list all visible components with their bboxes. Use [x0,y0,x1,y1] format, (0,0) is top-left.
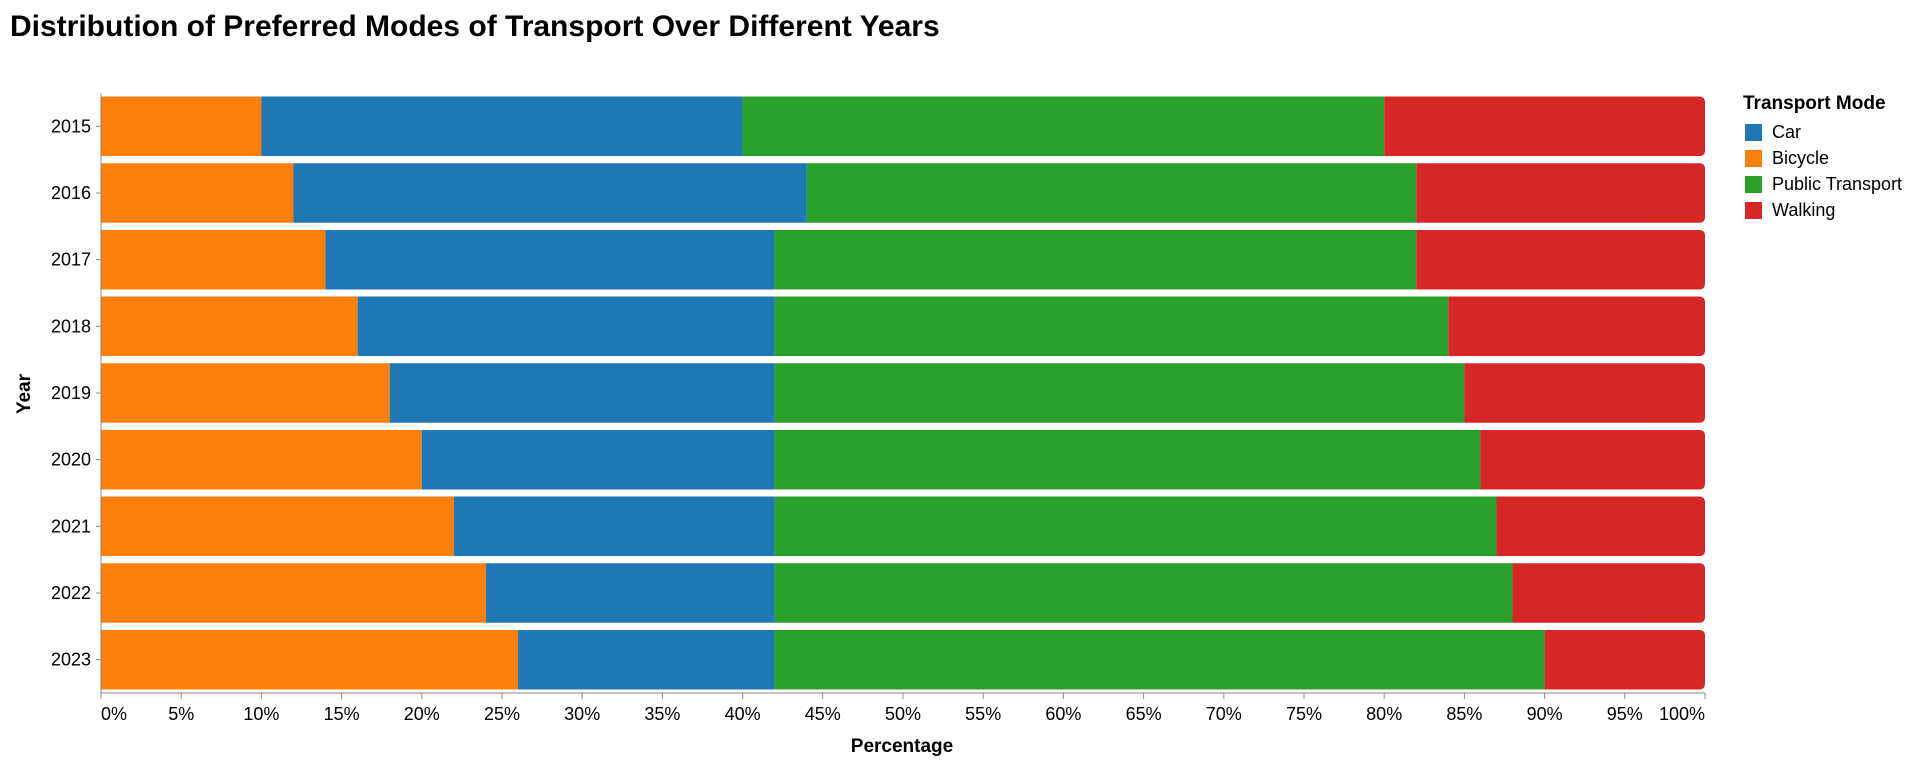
y-tick-label-2018: 2018 [51,316,91,336]
bar-row-2023 [101,629,1705,690]
x-tick-label: 65% [1126,704,1162,724]
bar-row-2016 [101,163,1705,223]
x-tick-label: 30% [564,704,600,724]
bar-public-transport-2019[interactable] [774,363,1465,423]
bar-car-2015[interactable] [261,96,743,157]
legend-swatch-public-transport [1745,176,1762,193]
legend-label-walking: Walking [1772,200,1835,220]
y-axis: 2015 2016 2017 2018 2019 2020 2021 2022 2023 [51,93,102,693]
x-tick-label: 25% [484,704,520,724]
bar-car-2017[interactable] [325,229,775,290]
chart-title: Distribution of Preferred Modes of Trans… [10,10,940,43]
bar-walking-2016[interactable] [1416,163,1705,223]
x-tick-label: 80% [1366,704,1402,724]
bar-public-transport-2023[interactable] [774,629,1545,690]
bar-bicycle-2019[interactable] [101,363,390,423]
x-tick-label: 35% [644,704,680,724]
bar-public-transport-2022[interactable] [774,563,1513,623]
legend-swatch-car [1745,124,1762,141]
x-tick-label: 10% [243,704,279,724]
bar-car-2020[interactable] [421,429,775,490]
y-tick-label-2015: 2015 [51,116,91,136]
bar-public-transport-2018[interactable] [774,296,1449,357]
bar-bicycle-2017[interactable] [101,229,326,290]
x-tick-label: 20% [404,704,440,724]
bar-walking-2017[interactable] [1416,229,1705,290]
y-tick-label-2019: 2019 [51,383,91,403]
bar-walking-2020[interactable] [1480,429,1705,490]
bar-public-transport-2017[interactable] [774,229,1417,290]
x-tick-label: 70% [1206,704,1242,724]
bar-walking-2021[interactable] [1496,496,1705,557]
legend-label-car: Car [1772,122,1801,142]
x-tick-label: 50% [885,704,921,724]
x-tick-label: 60% [1045,704,1081,724]
legend-swatch-bicycle [1745,150,1762,167]
x-tick-label: 85% [1446,704,1482,724]
y-tick-label-2016: 2016 [51,183,91,203]
bar-car-2018[interactable] [357,296,775,357]
x-tick-label: 0% [101,704,127,724]
x-tick-label: 75% [1286,704,1322,724]
bar-walking-2015[interactable] [1384,96,1705,157]
bar-bicycle-2023[interactable] [101,629,519,690]
x-tick-label: 45% [805,704,841,724]
x-tick-label: 55% [965,704,1001,724]
legend-label-public-transport: Public Transport [1772,174,1902,194]
bar-row-2020 [101,429,1705,490]
bar-bicycle-2020[interactable] [101,429,422,490]
bar-bicycle-2022[interactable] [101,563,486,623]
x-tick-label: 15% [324,704,360,724]
x-tick-label: 100% [1659,704,1705,724]
x-axis-title: Percentage [851,736,953,757]
bar-car-2022[interactable] [485,563,775,623]
y-axis-title: Year [14,373,35,414]
x-tick-label: 90% [1527,704,1563,724]
bar-walking-2018[interactable] [1448,296,1705,357]
bar-car-2019[interactable] [389,363,775,423]
x-tick-label: 5% [168,704,194,724]
bar-car-2016[interactable] [293,163,807,223]
x-tick-label: 95% [1607,704,1643,724]
y-tick-label-2023: 2023 [51,650,91,670]
legend-title: Transport Mode [1743,93,1886,114]
legend-swatch-walking [1745,202,1762,219]
bar-row-2018 [101,296,1705,357]
y-tick-label-2021: 2021 [51,516,91,536]
bar-walking-2022[interactable] [1512,563,1705,623]
bar-row-2017 [101,229,1705,290]
bar-public-transport-2015[interactable] [742,96,1385,157]
bar-walking-2023[interactable] [1544,629,1705,690]
bar-bicycle-2016[interactable] [101,163,294,223]
bar-row-2019 [101,363,1705,423]
bar-public-transport-2016[interactable] [806,163,1417,223]
x-tick-label: 40% [725,704,761,724]
bar-bicycle-2018[interactable] [101,296,358,357]
bar-bicycle-2021[interactable] [101,496,454,557]
y-tick-label-2017: 2017 [51,250,91,270]
bar-row-2022 [101,563,1705,623]
y-tick-label-2020: 2020 [51,450,91,470]
legend-label-bicycle: Bicycle [1772,148,1829,168]
x-axis: 0% 5% 10% 15% 20% 25% 30% 35% 40% 45% 50% 55% 60% 65%… [100,692,1706,724]
bar-public-transport-2021[interactable] [774,496,1497,557]
bar-public-transport-2020[interactable] [774,429,1481,490]
bar-walking-2019[interactable] [1464,363,1705,423]
legend: Transport Mode Car Bicycle Public Transpor… [1743,93,1902,220]
bar-car-2023[interactable] [518,629,775,690]
bar-car-2021[interactable] [453,496,775,557]
bar-row-2021 [101,496,1705,557]
bar-bicycle-2015[interactable] [101,96,262,157]
y-tick-label-2022: 2022 [51,583,91,603]
bar-row-2015 [101,96,1705,157]
bars-layer [101,96,1705,690]
